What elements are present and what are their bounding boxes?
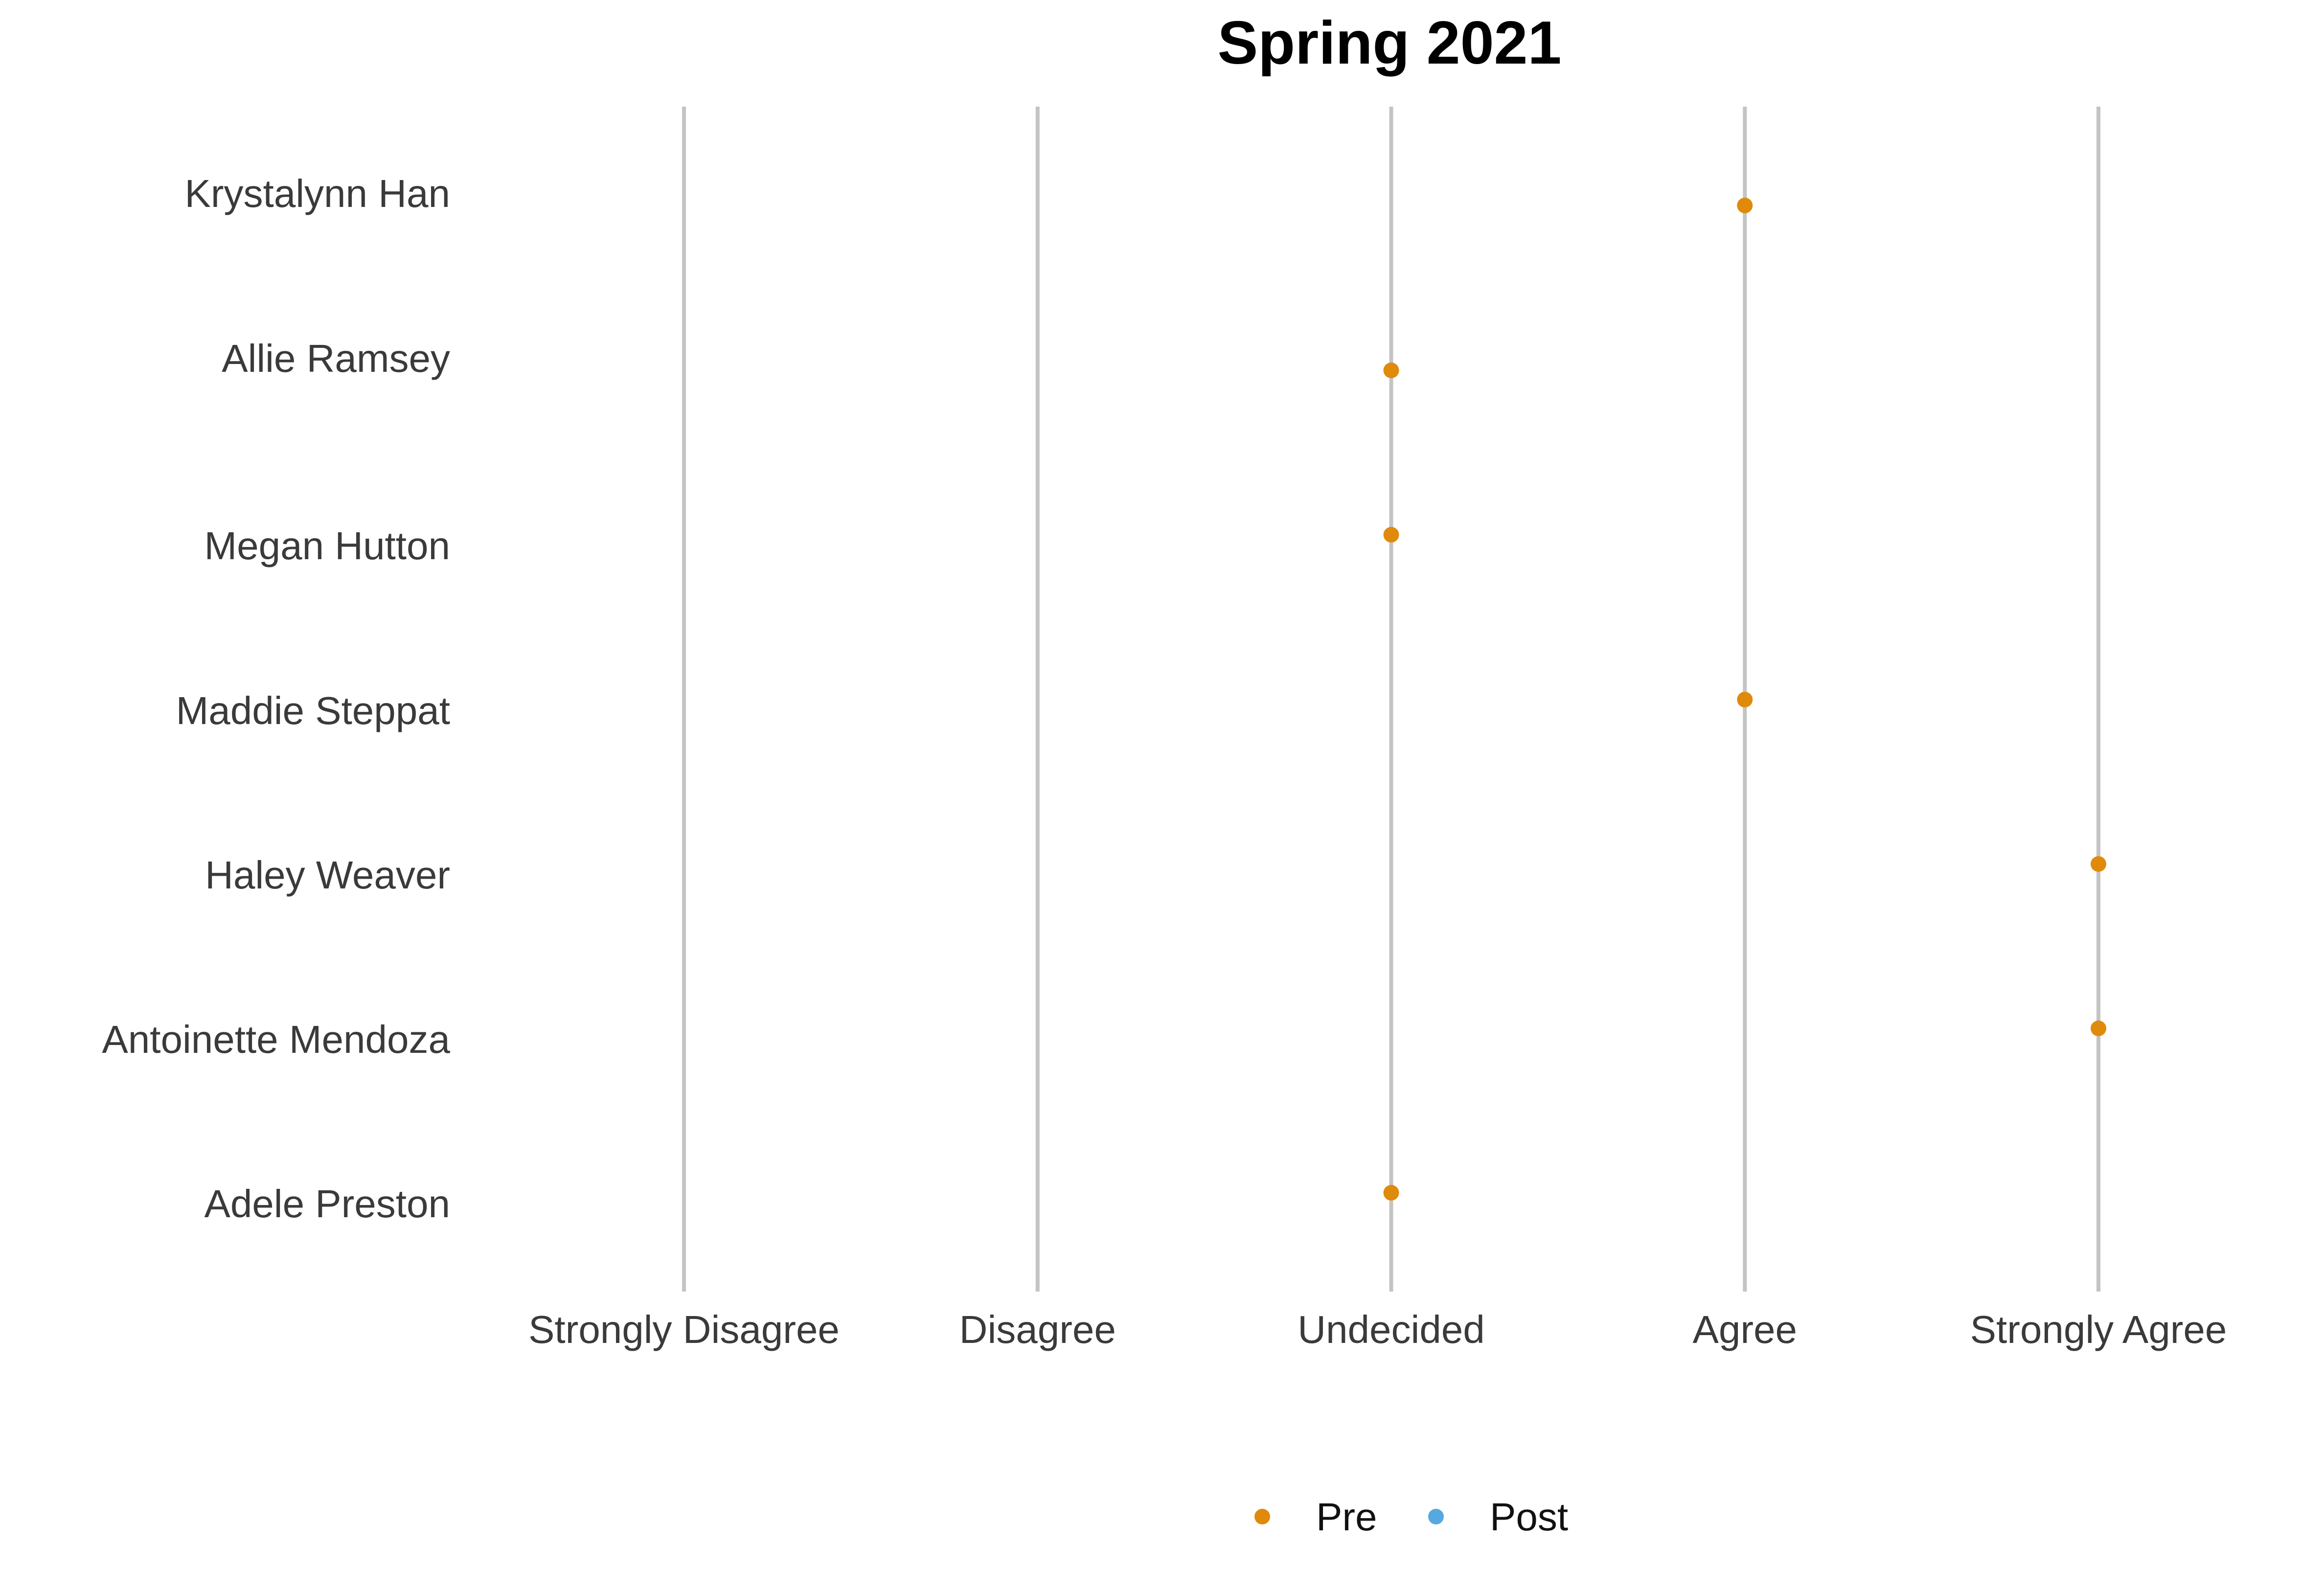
y-tick-label-megan-hutton: Megan Hutton <box>204 524 450 568</box>
data-points <box>1383 198 2106 1201</box>
x-tick-label-strongly-agree: Strongly Agree <box>1970 1308 2227 1351</box>
legend-key-pre <box>1254 1509 1270 1524</box>
gridlines <box>682 107 2100 1292</box>
point-pre-megan-hutton <box>1383 527 1399 543</box>
legend-label-post: Post <box>1490 1495 1568 1539</box>
point-pre-maddie-steppat <box>1737 692 1753 707</box>
legend-key-post <box>1428 1509 1444 1524</box>
point-pre-allie-ramsey <box>1383 363 1399 378</box>
point-pre-krystalynn-han <box>1737 198 1753 213</box>
point-pre-adele-preston <box>1383 1185 1399 1201</box>
legend: Pre Post <box>1254 1495 1568 1539</box>
y-tick-label-haley-weaver: Haley Weaver <box>205 853 450 897</box>
y-tick-label-maddie-steppat: Maddie Steppat <box>176 689 450 732</box>
y-tick-label-krystalynn-han: Krystalynn Han <box>185 172 450 215</box>
x-tick-label-disagree: Disagree <box>959 1308 1116 1351</box>
x-tick-label-undecided: Undecided <box>1298 1308 1485 1351</box>
chart-title: Spring 2021 <box>1218 9 1562 77</box>
x-tick-label-strongly-disagree: Strongly Disagree <box>528 1308 840 1351</box>
x-tick-label-agree: Agree <box>1693 1308 1797 1351</box>
y-tick-label-adele-preston: Adele Preston <box>204 1182 450 1226</box>
y-axis-tick-labels: Krystalynn Han Allie Ramsey Megan Hutton Ma… <box>102 172 450 1226</box>
point-pre-haley-weaver <box>2091 856 2106 872</box>
legend-label-pre: Pre <box>1316 1495 1377 1539</box>
x-axis-tick-labels: Strongly Disagree Disagree Undecided Agree S… <box>528 1308 2227 1351</box>
point-pre-antoinette-mendoza <box>2091 1021 2106 1036</box>
y-tick-label-allie-ramsey: Allie Ramsey <box>222 337 450 380</box>
y-tick-label-antoinette-mendoza: Antoinette Mendoza <box>102 1018 450 1061</box>
